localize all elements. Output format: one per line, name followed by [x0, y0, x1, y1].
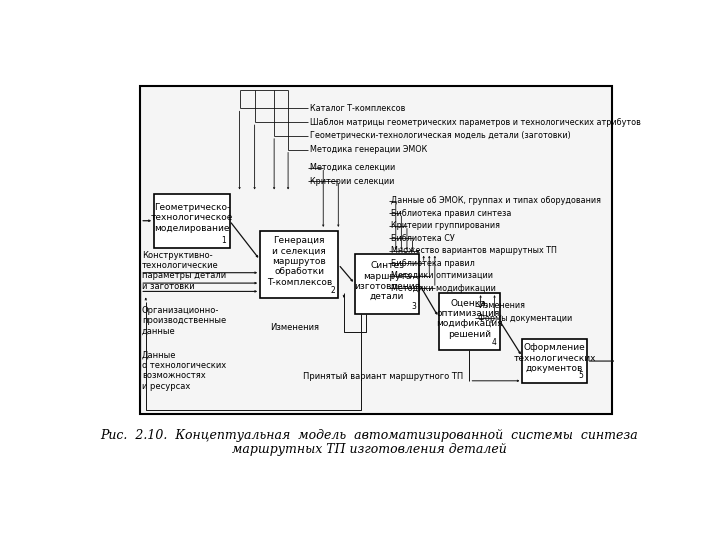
Text: Критерии селекции: Критерии селекции	[310, 177, 395, 186]
Text: Данные
о технологических
возможностях
и ресурсах: Данные о технологических возможностях и …	[142, 350, 226, 390]
Text: Рис.  2.10.  Концептуальная  модель  автоматизированной  системы  синтеза: Рис. 2.10. Концептуальная модель автомат…	[100, 429, 638, 442]
Text: 5: 5	[578, 371, 583, 380]
Bar	[140, 85, 612, 414]
Text: Оформление
технологических
документов: Оформление технологических документов	[513, 343, 595, 373]
Text: 3: 3	[411, 302, 416, 312]
Text: Множество вариантов маршрутных ТП: Множество вариантов маршрутных ТП	[392, 246, 557, 255]
Text: 2: 2	[330, 286, 335, 295]
Text: Формы документации: Формы документации	[478, 314, 572, 323]
Text: 1: 1	[222, 236, 226, 245]
Text: Конструктивно-
технологические
параметры детали
и заготовки: Конструктивно- технологические параметры…	[142, 251, 226, 291]
Text: Методики оптимизации: Методики оптимизации	[392, 271, 493, 280]
Text: Методики модификации: Методики модификации	[392, 284, 496, 293]
Text: Шаблон матрицы геометрических параметров и технологических атрибутов: Шаблон матрицы геометрических параметров…	[310, 118, 642, 127]
Bar	[154, 194, 230, 248]
Text: Критерии группирования: Критерии группирования	[392, 221, 500, 230]
Bar	[260, 231, 338, 298]
Text: Методика селекции: Методика селекции	[310, 163, 396, 172]
Text: Синтез
маршрута
изготовления
детали: Синтез маршрута изготовления детали	[354, 261, 420, 301]
Text: Генерация
и селекция
маршрутов
обработки
Т-комплексов: Генерация и селекция маршрутов обработки…	[266, 236, 332, 287]
Text: Оценка,
оптимизация,
модификация
решений: Оценка, оптимизация, модификация решений	[436, 299, 503, 339]
Bar	[523, 339, 587, 383]
Text: Данные об ЭМОК, группах и типах оборудования: Данные об ЭМОК, группах и типах оборудов…	[392, 196, 601, 205]
Text: маршрутных ТП изготовления деталей: маршрутных ТП изготовления деталей	[232, 443, 506, 456]
Text: Организационно-
производственные
данные: Организационно- производственные данные	[142, 306, 226, 335]
Bar	[355, 254, 419, 314]
Text: 4: 4	[492, 338, 497, 347]
Text: Библиотека правил синтеза: Библиотека правил синтеза	[392, 209, 512, 218]
Text: Принятый вариант маршрутного ТП: Принятый вариант маршрутного ТП	[302, 372, 463, 381]
Text: Каталог Т-комплексов: Каталог Т-комплексов	[310, 104, 406, 113]
Text: Библиотека СУ: Библиотека СУ	[392, 234, 455, 242]
Text: Библиотека правил: Библиотека правил	[392, 259, 475, 268]
Text: Изменения: Изменения	[478, 301, 525, 310]
Text: Геометрическо-
технологическое
моделирование: Геометрическо- технологическое моделиров…	[150, 203, 233, 233]
Text: Методика генерации ЭМОК: Методика генерации ЭМОК	[310, 145, 428, 154]
Text: Геометрически-технологическая модель детали (заготовки): Геометрически-технологическая модель дет…	[310, 131, 571, 140]
Text: Изменения: Изменения	[270, 323, 319, 332]
Bar	[438, 293, 500, 349]
